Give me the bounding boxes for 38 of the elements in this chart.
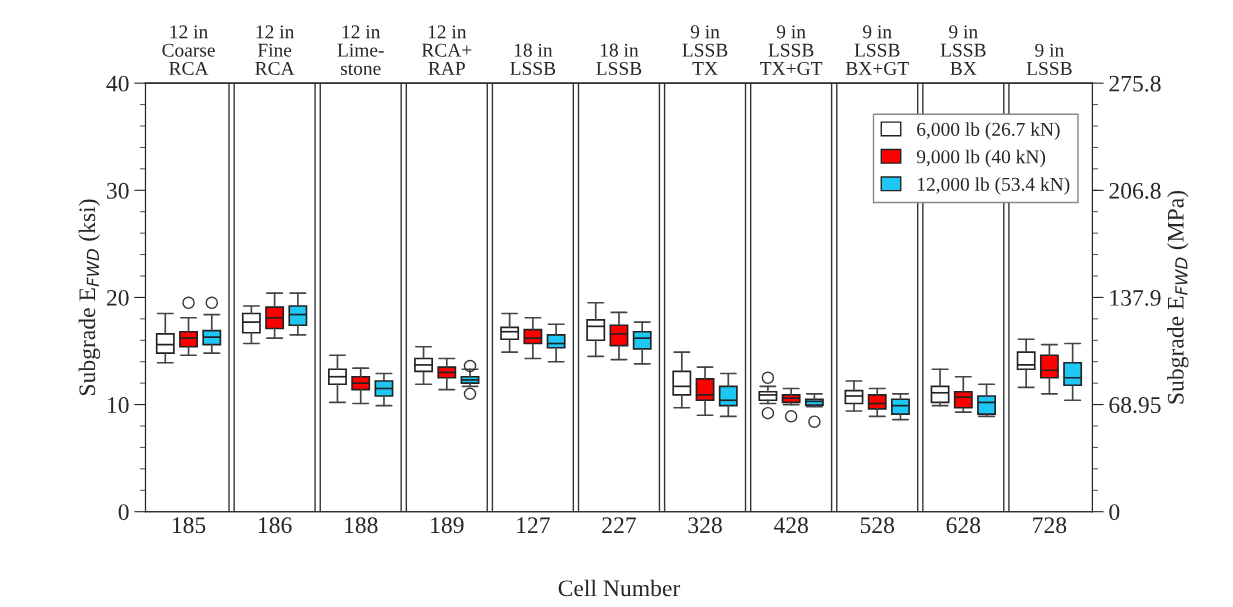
text: 9 in LSSB BX+GT xyxy=(845,25,909,76)
y2-tick-label: 206.8 xyxy=(1109,182,1161,199)
x-tick-label: 428 xyxy=(773,517,808,534)
y-tick-label: 20 xyxy=(106,289,129,306)
x-tick-label: 528 xyxy=(860,517,895,534)
x-tick-label: 186 xyxy=(258,517,292,534)
text: 12 in Lime- stone xyxy=(337,25,384,76)
y-tick-label: 0 xyxy=(118,504,129,521)
y-tick-label: 10 xyxy=(107,397,129,413)
text: 9 in LSSB xyxy=(1026,43,1072,76)
x-axis-title: Cell Number xyxy=(558,579,681,597)
text: 12 in Coarse RCA xyxy=(162,25,215,76)
y2-tick-label: 137.9 xyxy=(1110,289,1161,306)
legend-label: 6,000 lb (26.7 kN) xyxy=(917,122,1060,140)
text: 12 in Fine RCA xyxy=(255,25,295,76)
text: 18 in LSSB xyxy=(510,43,556,76)
x-tick-label: 628 xyxy=(946,517,981,534)
y-tick-label: 30 xyxy=(107,182,129,199)
text: 9 in LSSB TX xyxy=(682,25,728,75)
text: 18 in LSSB xyxy=(596,43,642,76)
x-tick-label: 328 xyxy=(688,517,722,534)
x-tick-label: 189 xyxy=(431,517,464,534)
text: 12 in RCA+ RAP xyxy=(421,25,472,75)
x-tick-label: 185 xyxy=(172,517,206,534)
text: 9 in LSSB BX xyxy=(940,25,986,75)
x-tick-label: 188 xyxy=(345,517,378,534)
y2-tick-label: 275.8 xyxy=(1109,75,1161,92)
y2-axis-title: Subgrade E$_{FWD}$ (MPa) xyxy=(1167,190,1189,404)
x-tick-label: 728 xyxy=(1033,517,1067,534)
text: 9 in LSSB TX+GT xyxy=(760,25,823,76)
y-tick-label: 40 xyxy=(106,75,129,92)
x-tick-label: 127 xyxy=(517,517,550,533)
y2-tick-label: 0 xyxy=(1109,504,1120,521)
y-axis-title: Subgrade E$_{FWD}$ (ksi) xyxy=(78,199,101,396)
legend-label: 12,000 lb (53.4 kN) xyxy=(917,177,1070,195)
y2-tick-label: 68.95 xyxy=(1109,397,1161,414)
legend-label: 9,000 lb (40 kN) xyxy=(916,149,1046,168)
x-tick-label: 227 xyxy=(602,517,636,533)
